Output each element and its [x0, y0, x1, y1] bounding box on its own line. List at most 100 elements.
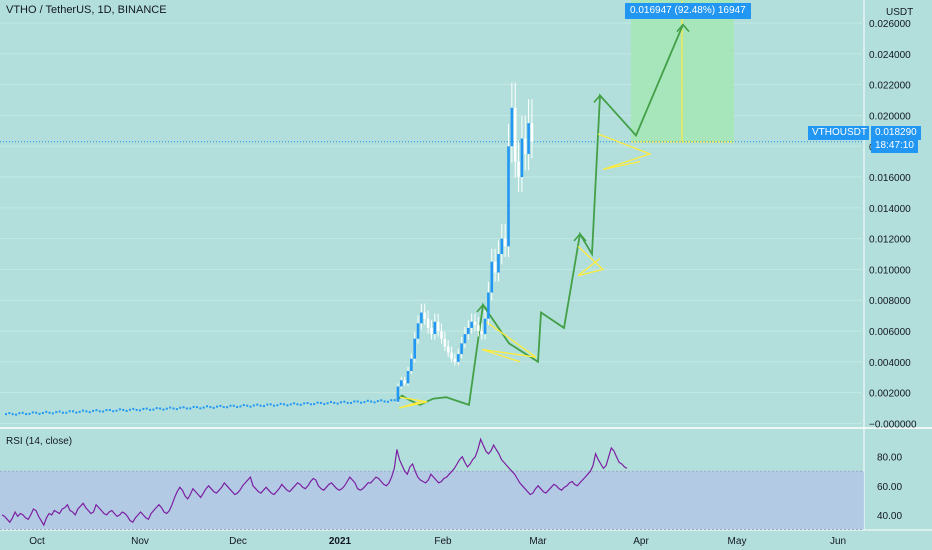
- candle: [262, 405, 265, 408]
- candle: [309, 403, 312, 406]
- candle: [259, 404, 262, 407]
- candle: [108, 408, 111, 411]
- candle: [68, 410, 71, 413]
- arrow-head: [476, 303, 490, 313]
- candle: [410, 358, 413, 372]
- arrow-head: [573, 232, 587, 242]
- candle: [286, 404, 289, 407]
- symbol-tag[interactable]: VTHOUSDT: [808, 126, 869, 140]
- candle: [209, 406, 212, 409]
- pattern-drawings[interactable]: [396, 23, 690, 409]
- candle: [356, 400, 359, 403]
- time-tick-label: Jun: [830, 536, 846, 547]
- candle: [212, 406, 215, 409]
- candle: [490, 261, 494, 293]
- candle: [222, 406, 225, 409]
- target-zone[interactable]: [631, 0, 734, 143]
- candle: [276, 404, 279, 407]
- candle: [189, 407, 192, 410]
- candle: [172, 407, 175, 410]
- candle: [386, 400, 389, 403]
- candle: [306, 402, 309, 405]
- candle: [98, 410, 101, 413]
- rsi-axis: 40.00 60.00 80.00: [877, 453, 902, 522]
- candle: [132, 407, 135, 410]
- candle: [252, 404, 255, 407]
- candle: [256, 403, 259, 406]
- candle: [118, 408, 121, 411]
- price-tick-label: 0.014000: [869, 204, 911, 215]
- candle: [323, 403, 326, 406]
- candle: [152, 408, 155, 411]
- candles: [5, 82, 534, 416]
- candle: [169, 406, 172, 409]
- flag-pattern[interactable]: [577, 245, 605, 277]
- countdown-tag: 18:47:10: [871, 139, 918, 153]
- candle: [8, 412, 11, 415]
- candle: [145, 407, 148, 410]
- candle: [406, 371, 410, 384]
- candle: [162, 408, 165, 411]
- candle: [530, 123, 534, 142]
- candle: [370, 400, 373, 403]
- measure-label: 0.016947 (92.48%) 16947: [625, 3, 751, 19]
- price-tick-label: 0.024000: [869, 50, 911, 61]
- time-tick-label: Oct: [29, 536, 45, 547]
- candle: [473, 321, 477, 325]
- arrow-head: [593, 94, 607, 103]
- candle: [236, 405, 239, 408]
- candle: [175, 408, 178, 411]
- candle: [303, 402, 306, 405]
- candle: [460, 343, 463, 355]
- price-tick-label: 0.020000: [869, 111, 911, 122]
- candle: [102, 410, 105, 413]
- candle: [376, 400, 379, 403]
- candle: [242, 404, 245, 407]
- candle: [219, 404, 222, 407]
- candle: [135, 408, 138, 411]
- candle: [249, 405, 252, 408]
- candle: [48, 411, 51, 414]
- candle: [11, 413, 14, 416]
- candle: [51, 412, 54, 415]
- candle: [192, 405, 195, 408]
- candle: [155, 407, 158, 410]
- candle: [199, 407, 202, 410]
- rsi-title: RSI (14, close): [6, 436, 73, 447]
- candle: [497, 254, 500, 273]
- candle: [92, 409, 95, 412]
- candle: [61, 411, 64, 414]
- time-tick-label: May: [728, 536, 747, 547]
- price-tick-label: 0.010000: [869, 265, 911, 276]
- candle: [269, 403, 272, 406]
- candle: [400, 380, 403, 387]
- candle: [139, 409, 141, 412]
- candle: [393, 399, 396, 402]
- rsi-tick-label: 60.00: [877, 482, 902, 493]
- flag-pattern[interactable]: [398, 396, 428, 409]
- candle: [5, 413, 7, 416]
- candle: [513, 107, 517, 162]
- candle: [340, 401, 342, 404]
- candle: [283, 403, 286, 406]
- candle: [350, 401, 353, 404]
- rsi-tick-label: 80.00: [877, 453, 902, 464]
- candle: [246, 404, 249, 407]
- candle: [450, 352, 453, 359]
- candle: [279, 402, 282, 405]
- candle: [329, 401, 332, 404]
- candle: [487, 292, 490, 319]
- price-tick-label: 0.016000: [869, 173, 911, 184]
- flag-pattern[interactable]: [481, 319, 537, 363]
- candle: [202, 406, 205, 409]
- candle: [296, 403, 299, 406]
- flag-pattern[interactable]: [597, 133, 652, 170]
- candle: [363, 401, 366, 404]
- candle: [88, 411, 91, 414]
- candle: [65, 411, 68, 414]
- price-tick-label: 0.006000: [869, 327, 911, 338]
- candle: [353, 400, 356, 403]
- candle: [128, 408, 131, 411]
- candle: [403, 380, 406, 384]
